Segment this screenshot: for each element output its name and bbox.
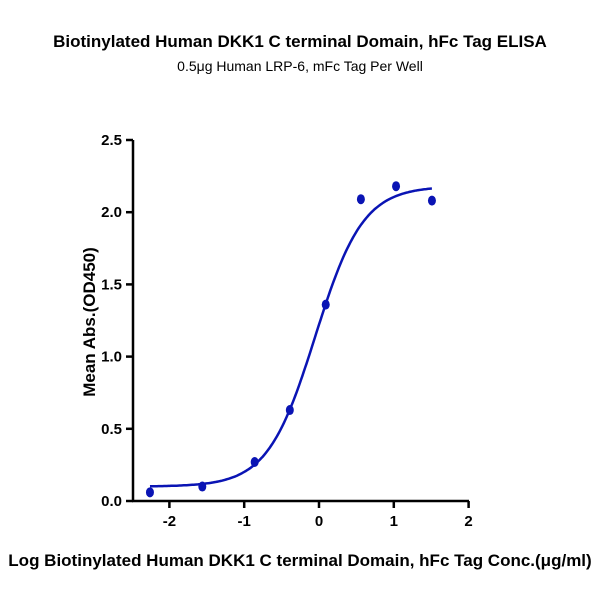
chart-subtitle: 0.5μg Human LRP-6, mFc Tag Per Well [177, 58, 423, 74]
data-point [321, 299, 330, 310]
y-axis-label: Mean Abs.(OD450) [80, 247, 99, 397]
x-tick-label: -2 [163, 513, 176, 530]
y-tick-label: 2.0 [101, 204, 122, 221]
x-tick-label: 0 [315, 513, 323, 530]
fit-curve [149, 187, 432, 488]
x-tick-label: 1 [390, 513, 398, 530]
y-tick-label: 1.0 [101, 349, 122, 366]
y-tick-label: 2.5 [101, 132, 122, 149]
chart-title: Biotinylated Human DKK1 C terminal Domai… [53, 32, 547, 51]
x-axis-label: Log Biotinylated Human DKK1 C terminal D… [8, 551, 591, 570]
data-point [427, 195, 436, 206]
data-point [356, 194, 365, 205]
data-point [145, 487, 154, 498]
x-tick-label: -1 [238, 513, 251, 530]
y-tick-label: 0.0 [101, 493, 122, 510]
data-point [198, 481, 207, 492]
data-point [392, 181, 401, 192]
y-tick-label: 0.5 [101, 421, 122, 438]
data-point [285, 405, 294, 416]
x-tick-label: 2 [464, 513, 472, 530]
data-point [250, 457, 259, 468]
y-tick-label: 1.5 [101, 276, 122, 293]
